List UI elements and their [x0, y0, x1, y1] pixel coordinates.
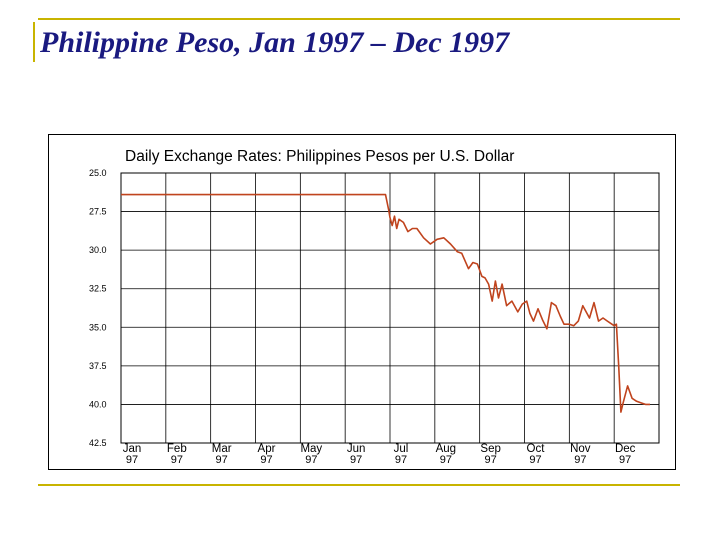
- series-line-php-usd: [121, 193, 650, 413]
- x-tick-year: 97: [126, 454, 138, 466]
- footer-rule: [38, 484, 680, 486]
- x-tick-year: 97: [260, 454, 272, 466]
- chart-panel: Daily Exchange Rates: Philippines Pesos …: [48, 134, 676, 470]
- x-tick-year: 97: [529, 454, 541, 466]
- exchange-rate-chart: Daily Exchange Rates: Philippines Pesos …: [89, 148, 660, 466]
- x-tick-year: 97: [395, 454, 407, 466]
- x-tick-year: 97: [619, 454, 631, 466]
- slide-title: Philippine Peso, Jan 1997 – Dec 1997: [40, 26, 510, 59]
- chart-title: Daily Exchange Rates: Philippines Pesos …: [125, 148, 514, 165]
- x-tick-year: 97: [305, 454, 317, 466]
- x-tick-month: Aug: [436, 443, 456, 455]
- y-tick-label: 27.5: [89, 207, 107, 217]
- x-tick-year: 97: [216, 454, 228, 466]
- x-tick-month: Oct: [527, 443, 546, 455]
- y-tick-label: 37.5: [89, 361, 107, 371]
- x-tick-year: 97: [171, 454, 183, 466]
- x-tick-month: Nov: [570, 443, 591, 455]
- x-tick-month: Apr: [258, 443, 276, 455]
- x-tick-month: Mar: [212, 443, 232, 455]
- y-tick-label: 32.5: [89, 284, 107, 294]
- x-tick-month: Jul: [394, 443, 409, 455]
- y-tick-label: 40.0: [89, 399, 107, 409]
- y-tick-label: 42.5: [89, 438, 107, 448]
- x-tick-year: 97: [350, 454, 362, 466]
- x-tick-year: 97: [574, 454, 586, 466]
- y-tick-label: 35.0: [89, 322, 107, 332]
- x-tick-month: Sep: [480, 443, 500, 455]
- x-tick-month: Dec: [615, 443, 636, 455]
- y-tick-label: 25.0: [89, 168, 107, 178]
- x-tick-month: Jan: [123, 443, 142, 455]
- x-tick-month: Jun: [347, 443, 366, 455]
- title-rule-left: [33, 22, 35, 62]
- title-rule-top: [38, 18, 680, 20]
- x-tick-month: Feb: [167, 443, 187, 455]
- x-tick-year: 97: [440, 454, 452, 466]
- y-tick-label: 30.0: [89, 245, 107, 255]
- x-tick-month: May: [300, 443, 322, 455]
- x-tick-year: 97: [485, 454, 497, 466]
